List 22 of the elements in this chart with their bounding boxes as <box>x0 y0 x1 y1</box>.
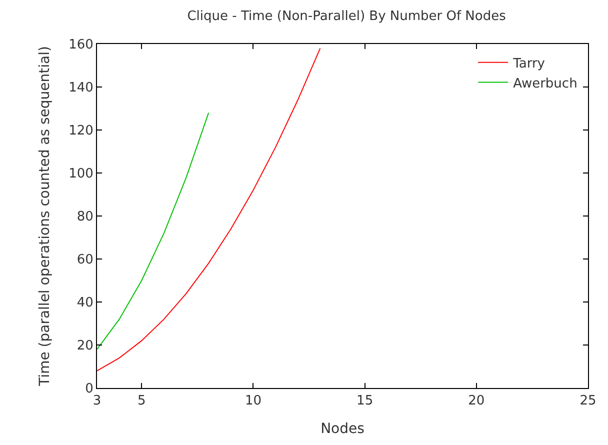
y-tick-label: 0 <box>85 382 94 397</box>
y-axis-title: Time (parallel operations counted as sequential) <box>37 46 54 387</box>
x-tick-label: 3 <box>92 394 102 409</box>
x-tick-label: 5 <box>138 394 146 409</box>
y-tick-label: 120 <box>68 124 94 139</box>
y-tick-label: 160 <box>68 38 94 53</box>
y-tick-label: 140 <box>68 80 94 96</box>
y-tick-label: 80 <box>76 210 94 225</box>
x-tick-label: 15 <box>356 394 374 409</box>
chart-title: Clique - Time (Non-Parallel) By Number Of Nodes <box>187 9 506 24</box>
x-axis-title: Nodes <box>320 420 364 437</box>
y-tick-label: 20 <box>76 338 94 354</box>
y-tick-label: 40 <box>76 296 94 311</box>
x-tick-label: 10 <box>244 394 262 409</box>
legend-label: Awerbuch <box>513 76 578 92</box>
legend-label: Tarry <box>512 56 546 72</box>
y-tick-label: 100 <box>68 166 94 182</box>
line-series <box>97 48 321 372</box>
y-tick-label: 60 <box>76 252 94 268</box>
x-tick-label: 25 <box>580 394 596 409</box>
x-tick-label: 20 <box>468 394 485 409</box>
line-series <box>97 112 210 350</box>
